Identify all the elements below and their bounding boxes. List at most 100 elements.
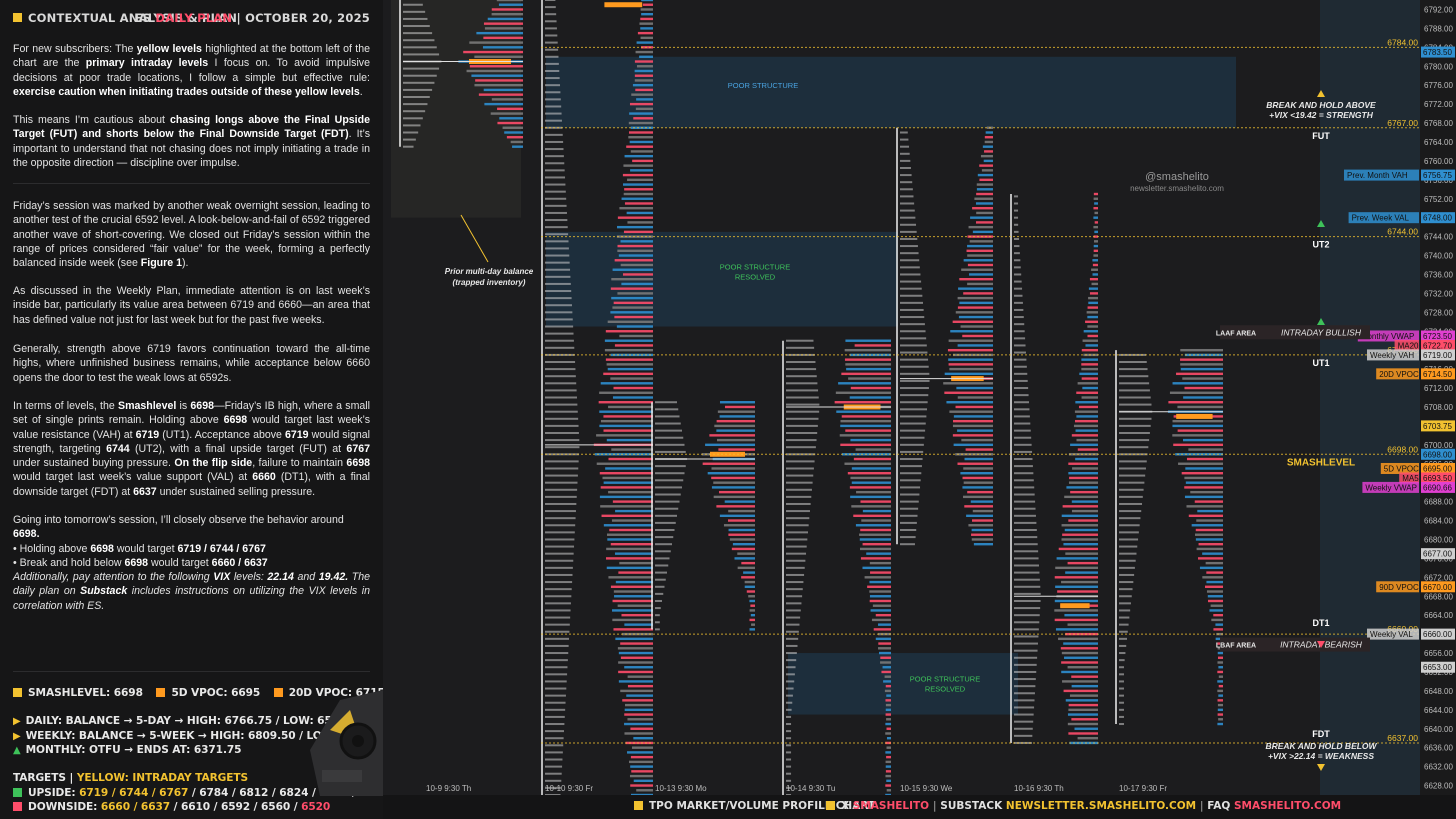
volume-bar bbox=[624, 722, 653, 726]
y-tick-label: 6644.00 bbox=[1424, 706, 1453, 715]
volume-bar bbox=[1054, 599, 1098, 603]
volume-bar bbox=[956, 386, 993, 390]
x-handle-link[interactable]: SMASHELITO bbox=[852, 800, 930, 812]
lbaf-band bbox=[1220, 637, 1370, 652]
volume-bar bbox=[610, 377, 653, 380]
volume-bar bbox=[845, 429, 891, 432]
yellow-square-icon bbox=[13, 688, 22, 697]
annotation-arrow bbox=[460, 214, 489, 263]
volume-bar bbox=[1074, 727, 1098, 730]
volume-bar bbox=[608, 457, 653, 461]
volume-bar bbox=[623, 230, 653, 234]
volume-bar bbox=[615, 580, 653, 584]
volume-bar bbox=[716, 505, 755, 508]
volume-bar bbox=[1085, 320, 1098, 323]
volume-bar bbox=[620, 263, 653, 267]
volume-bar bbox=[606, 547, 653, 551]
volume-bar bbox=[1217, 689, 1223, 693]
volume-bar bbox=[627, 178, 653, 182]
volume-bar bbox=[624, 154, 653, 158]
tag-label: MA5 bbox=[1402, 474, 1419, 483]
volume-bar bbox=[713, 495, 755, 499]
substack-link[interactable]: NEWSLETTER.SMASHELITO.COM bbox=[1005, 800, 1197, 812]
volume-bar bbox=[749, 609, 755, 612]
volume-bar bbox=[1061, 524, 1098, 527]
volume-bar bbox=[877, 632, 891, 636]
volume-bar bbox=[728, 528, 755, 532]
y-tick-label: 6732.00 bbox=[1424, 289, 1453, 298]
tpo-row bbox=[545, 226, 568, 229]
volume-bar bbox=[944, 391, 993, 394]
volume-bar bbox=[1218, 694, 1223, 697]
volume-bar bbox=[611, 296, 653, 300]
volume-bar bbox=[1076, 415, 1098, 418]
volume-bar bbox=[1091, 268, 1098, 271]
volume-bar bbox=[851, 481, 891, 484]
tpo-row bbox=[786, 652, 797, 655]
volume-bar bbox=[963, 259, 993, 262]
volume-bar bbox=[957, 462, 993, 465]
price-tag-bg bbox=[1421, 448, 1455, 460]
paragraph-8: Additionally, pay attention to the follo… bbox=[13, 571, 370, 612]
volume-bar bbox=[606, 566, 653, 570]
tpo-row bbox=[545, 730, 565, 733]
ut2-label: UT2 bbox=[1312, 240, 1329, 250]
volume-bar bbox=[498, 3, 523, 6]
volume-bar bbox=[627, 675, 653, 678]
tpo-row bbox=[655, 543, 672, 546]
tpo-row bbox=[900, 209, 915, 212]
volume-bar bbox=[1180, 367, 1223, 371]
volume-bar bbox=[640, 17, 653, 21]
volume-bar bbox=[872, 604, 891, 607]
volume-bar bbox=[839, 434, 891, 437]
tpo-row bbox=[1014, 429, 1031, 432]
volume-bar bbox=[594, 453, 653, 456]
price-tag-bg bbox=[1421, 420, 1455, 432]
tpo-chart-area[interactable]: 6784.00 6767.00 6744.00 6719.00 6698.00 6660.… bbox=[383, 0, 1456, 795]
volume-bar bbox=[630, 765, 653, 768]
tpo-row bbox=[1014, 536, 1038, 539]
volume-bar bbox=[1087, 315, 1098, 319]
tpo-row bbox=[655, 436, 684, 439]
volume-bar bbox=[603, 524, 653, 527]
tpo-row bbox=[1014, 401, 1030, 404]
tpo-row bbox=[545, 190, 566, 193]
faq-link[interactable]: SMASHELITO.COM bbox=[1233, 800, 1342, 812]
tpo-row bbox=[786, 446, 816, 449]
volume-bar bbox=[1058, 637, 1098, 641]
tpo-row bbox=[403, 103, 428, 106]
tag-label: Monthly VWAP bbox=[1361, 332, 1415, 341]
tpo-row bbox=[1119, 573, 1135, 576]
volume-bar bbox=[1081, 363, 1098, 366]
tpo-row bbox=[545, 197, 567, 200]
tpo-row bbox=[545, 346, 575, 349]
tpo-row bbox=[545, 772, 562, 775]
volume-bar bbox=[612, 500, 653, 503]
tpo-row bbox=[655, 621, 660, 624]
volume-bar bbox=[1183, 438, 1223, 442]
tpo-row bbox=[786, 765, 792, 768]
volume-bar bbox=[604, 339, 653, 342]
volume-bar bbox=[970, 500, 993, 503]
volume-bar bbox=[621, 197, 653, 200]
tpo-row bbox=[900, 415, 927, 418]
volume-bar bbox=[984, 136, 993, 139]
volume-bar bbox=[1177, 429, 1223, 432]
tpo-row bbox=[786, 573, 805, 576]
tpo-row bbox=[1014, 649, 1038, 652]
tpo-row bbox=[655, 514, 677, 517]
tpo-row bbox=[545, 460, 579, 463]
volume-bar bbox=[944, 372, 993, 376]
tpo-row bbox=[1014, 259, 1021, 262]
yellow-square-icon bbox=[634, 801, 643, 810]
tpo-row bbox=[1119, 446, 1149, 449]
analysis-panel: CONTEXTUAL ANALYSIS & PLAN ES DAILY PLAN… bbox=[0, 0, 427, 819]
tpo-row bbox=[1014, 216, 1019, 219]
tpo-row bbox=[545, 162, 565, 165]
tpo-row bbox=[545, 723, 565, 726]
volume-bar bbox=[869, 590, 891, 593]
tpo-row bbox=[1014, 223, 1019, 226]
volume-bar bbox=[603, 415, 653, 418]
tpo-row bbox=[900, 521, 917, 524]
tpo-row bbox=[1014, 479, 1034, 482]
